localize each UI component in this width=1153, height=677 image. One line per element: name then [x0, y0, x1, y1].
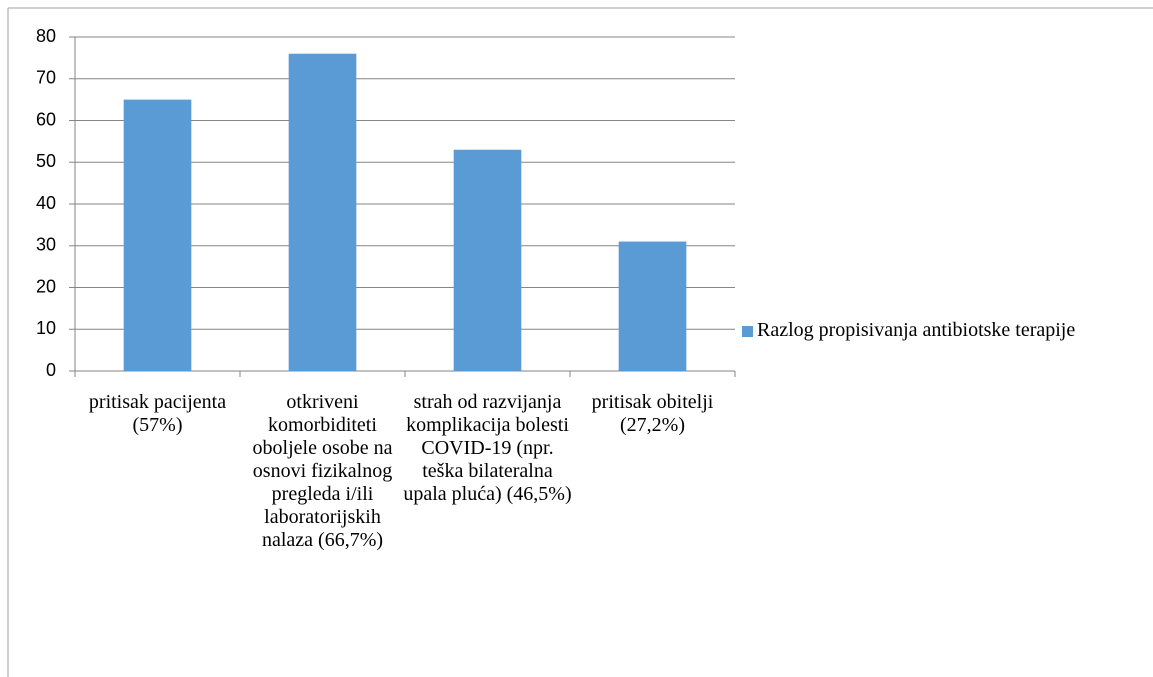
y-tick-label: 30: [36, 235, 56, 255]
x-tick-label: pritisak obitelji (27,2%): [591, 391, 714, 436]
y-tick-label: 50: [36, 151, 56, 171]
y-tick-label: 40: [36, 193, 56, 213]
y-tick-label: 20: [36, 276, 56, 296]
bar: [123, 99, 192, 371]
x-tick-label: strah od razvijanja komplikacija bolesti…: [403, 391, 572, 505]
y-tick-label: 10: [36, 318, 56, 338]
legend-label: Razlog propisivanja antibiotske terapije: [757, 319, 1076, 341]
bar: [288, 53, 357, 371]
legend-swatch: [742, 326, 753, 337]
x-tick-label: otkriveni komorbiditeti oboljele osobe n…: [252, 391, 393, 551]
y-tick-label: 80: [36, 26, 56, 46]
y-tick-label: 60: [36, 109, 56, 129]
x-tick-label: pritisak pacijenta (57%): [88, 391, 227, 436]
y-tick-label: 0: [46, 360, 56, 380]
bar: [618, 241, 687, 371]
y-tick-label: 70: [36, 68, 56, 88]
bar: [453, 149, 522, 371]
